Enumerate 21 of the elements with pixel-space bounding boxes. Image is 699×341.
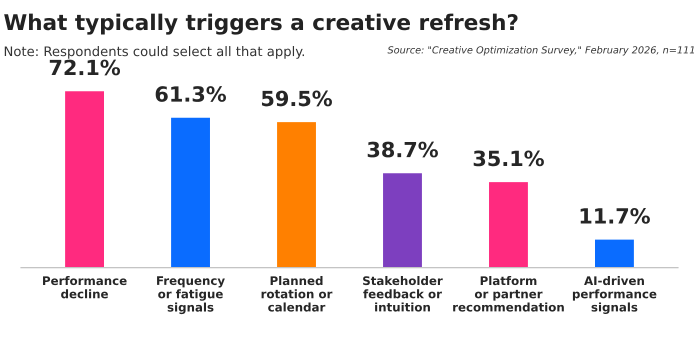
data-label: 59.5% (262, 90, 332, 106)
data-label: 11.7% (580, 208, 650, 224)
bar (594, 238, 636, 268)
bar (170, 116, 212, 268)
x-tick-label: Stakeholder feedback or intuition (363, 276, 443, 312)
data-label: 38.7% (368, 142, 438, 158)
data-label: 61.3% (156, 86, 226, 102)
x-tick-label: Frequency or fatigue signals (157, 276, 225, 314)
x-tick-label: Performance decline (43, 276, 127, 298)
chart-subtitle: Note: Respondents could select all that apply. (4, 46, 304, 59)
bar (488, 180, 530, 268)
bar (382, 172, 424, 268)
x-tick-label: AI-driven performance signals (572, 276, 656, 314)
data-label: 35.1% (474, 150, 544, 166)
bar (276, 120, 318, 268)
source-note: Source: "Creative Optimization Survey," February 2026, n=111 (388, 46, 694, 56)
chart-title: What typically triggers a creative refresh? (4, 14, 518, 35)
x-tick-label: Platform or partner recommendation (453, 276, 564, 312)
bar (64, 90, 106, 268)
data-label: 72.1% (50, 60, 120, 76)
x-tick-label: Planned rotation or calendar (262, 276, 332, 312)
